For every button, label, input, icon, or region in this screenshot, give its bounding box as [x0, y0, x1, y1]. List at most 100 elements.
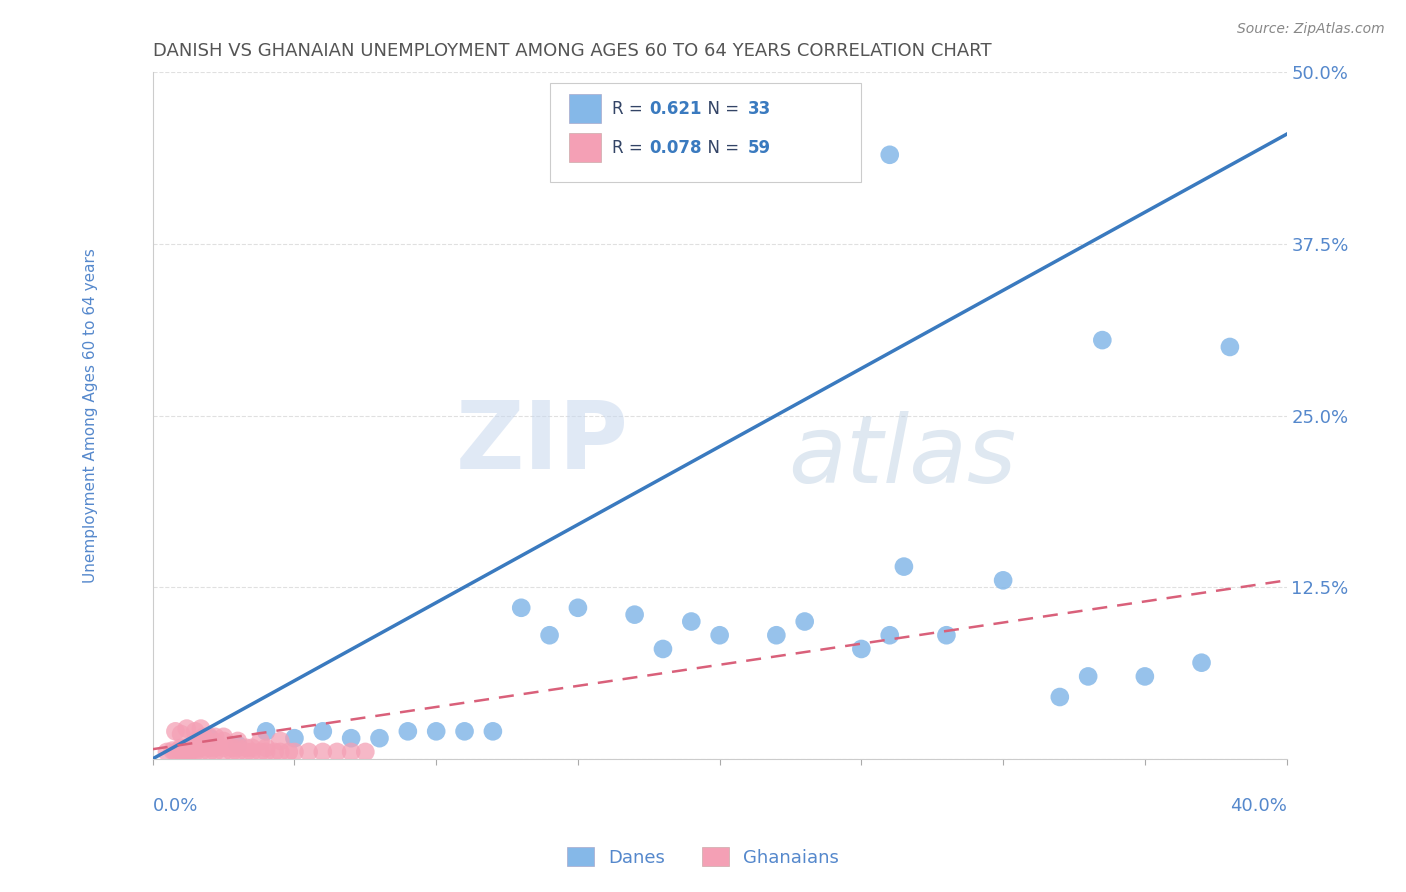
Point [162, 743, 184, 757]
Point [221, 740, 243, 755]
Point [176, 722, 198, 736]
Point [190, 734, 212, 748]
Point [254, 740, 277, 755]
Point [212, 745, 235, 759]
Point [425, 724, 447, 739]
Point [312, 724, 335, 739]
Point [184, 739, 207, 754]
FancyBboxPatch shape [569, 133, 600, 162]
Point [184, 745, 207, 759]
Point [193, 731, 215, 746]
Point [176, 743, 198, 757]
Text: 33: 33 [748, 100, 772, 118]
Text: Source: ZipAtlas.com: Source: ZipAtlas.com [1237, 22, 1385, 37]
Point [198, 745, 221, 759]
Point [283, 731, 305, 746]
Point [212, 730, 235, 744]
Point [204, 735, 226, 749]
Point [326, 745, 349, 759]
Point [176, 745, 198, 759]
Text: R =: R = [612, 100, 648, 118]
Point [793, 615, 815, 629]
Point [893, 559, 915, 574]
Point [765, 628, 787, 642]
Legend: Danes, Ghanaians: Danes, Ghanaians [560, 840, 846, 874]
Point [179, 745, 201, 759]
Point [879, 148, 901, 162]
Point [277, 745, 299, 759]
Point [170, 743, 193, 757]
Point [204, 730, 226, 744]
Point [190, 722, 212, 736]
Point [170, 745, 193, 759]
Point [567, 600, 589, 615]
Point [935, 628, 957, 642]
FancyBboxPatch shape [550, 83, 862, 182]
Point [354, 745, 377, 759]
Point [1091, 333, 1114, 347]
Point [482, 724, 505, 739]
Point [249, 734, 271, 748]
Point [165, 724, 187, 739]
Point [190, 745, 212, 759]
Text: ZIP: ZIP [456, 397, 628, 489]
Point [249, 745, 271, 759]
Point [538, 628, 561, 642]
Point [851, 642, 873, 657]
Point [204, 745, 226, 759]
Point [1191, 656, 1213, 670]
Point [176, 740, 198, 755]
Point [240, 745, 263, 759]
Point [312, 745, 335, 759]
Point [283, 745, 305, 759]
Point [165, 745, 187, 759]
Text: N =: N = [697, 139, 744, 157]
Point [198, 740, 221, 755]
Point [269, 745, 291, 759]
Point [254, 724, 277, 739]
Point [269, 734, 291, 748]
Text: DANISH VS GHANAIAN UNEMPLOYMENT AMONG AGES 60 TO 64 YEARS CORRELATION CHART: DANISH VS GHANAIAN UNEMPLOYMENT AMONG AG… [153, 42, 991, 60]
Point [170, 727, 193, 741]
Point [184, 724, 207, 739]
FancyBboxPatch shape [569, 95, 600, 123]
Point [681, 615, 703, 629]
Point [1077, 669, 1099, 683]
Point [453, 724, 475, 739]
Point [263, 745, 285, 759]
Point [340, 745, 363, 759]
Point [212, 740, 235, 755]
Point [212, 734, 235, 748]
Text: R =: R = [612, 139, 648, 157]
Point [1049, 690, 1071, 704]
Point [235, 740, 257, 755]
Point [179, 742, 201, 756]
Point [240, 740, 263, 755]
Text: Unemployment Among Ages 60 to 64 years: Unemployment Among Ages 60 to 64 years [83, 248, 98, 583]
Point [510, 600, 533, 615]
Point [226, 740, 249, 755]
Text: 0.0%: 0.0% [153, 797, 198, 814]
Point [1133, 669, 1156, 683]
Point [204, 740, 226, 755]
Point [340, 731, 363, 746]
Point [879, 628, 901, 642]
Point [254, 745, 277, 759]
Point [184, 742, 207, 756]
Point [190, 740, 212, 755]
Point [637, 161, 659, 176]
Text: atlas: atlas [787, 411, 1017, 502]
Point [198, 730, 221, 744]
Point [368, 731, 391, 746]
Point [652, 642, 675, 657]
Point [184, 734, 207, 748]
Text: N =: N = [697, 100, 744, 118]
Point [193, 730, 215, 744]
Point [226, 745, 249, 759]
Point [396, 724, 419, 739]
Text: 59: 59 [748, 139, 770, 157]
Text: 0.078: 0.078 [650, 139, 702, 157]
Point [226, 734, 249, 748]
Point [226, 738, 249, 752]
Point [221, 745, 243, 759]
